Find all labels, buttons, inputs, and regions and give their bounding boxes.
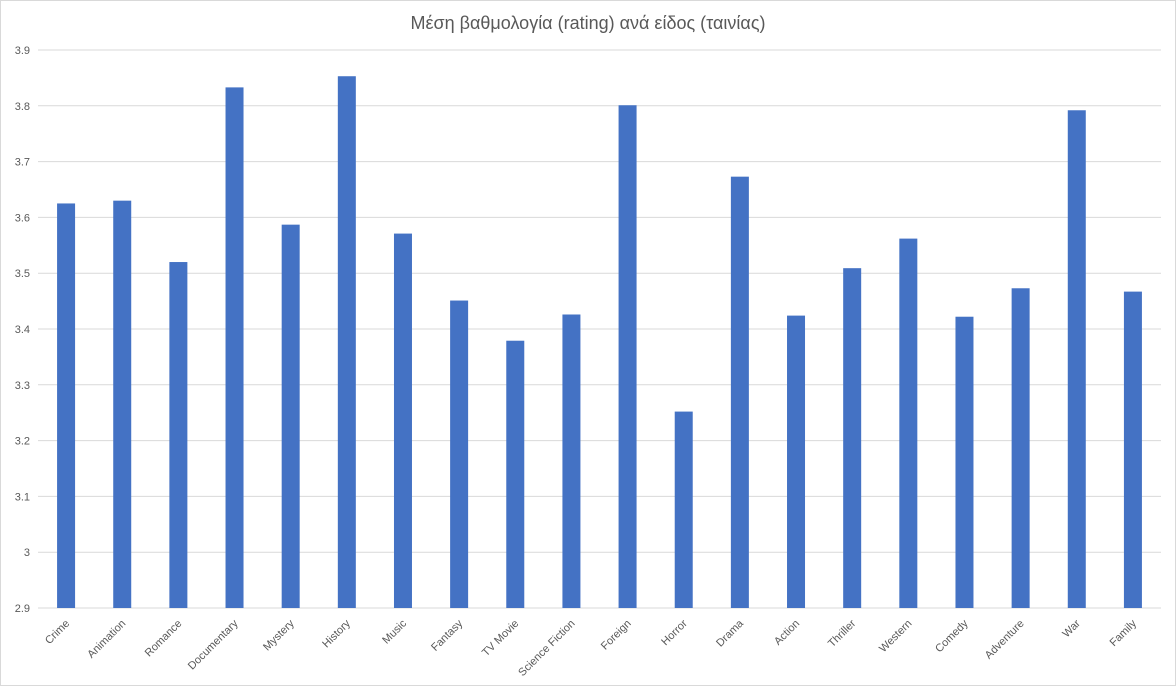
bar-action (787, 315, 806, 608)
bar-animation (113, 200, 132, 608)
x-tick-label: Action (772, 618, 802, 648)
x-tick-label: History (320, 617, 353, 650)
x-tick-label: Foreign (599, 618, 634, 653)
bar-history (337, 76, 356, 608)
bar-documentary (225, 87, 244, 609)
y-tick-label: 3.8 (15, 101, 30, 113)
bar-family (1123, 291, 1142, 608)
bar-tv-movie (506, 340, 525, 608)
x-tick-label: Drama (714, 617, 746, 649)
bar-science-fiction (562, 314, 581, 608)
bar-romance (169, 262, 188, 608)
x-tick-label: Western (877, 618, 914, 655)
bar-comedy (955, 316, 974, 608)
x-tick-label: War (1060, 617, 1083, 640)
y-tick-label: 3.4 (15, 324, 30, 336)
bar-mystery (281, 224, 300, 609)
x-tick-label: Animation (85, 618, 128, 661)
y-tick-label: 3.7 (15, 157, 30, 169)
bar-fantasy (450, 300, 469, 608)
bar-war (1067, 110, 1086, 608)
x-tick-label: Music (380, 617, 409, 646)
bar-thriller (843, 268, 862, 608)
x-tick-label: Thriller (826, 617, 858, 649)
bar-western (899, 238, 918, 608)
x-tick-label: Romance (143, 618, 185, 660)
y-tick-label: 3.6 (15, 212, 30, 224)
x-tick-label: Comedy (933, 617, 971, 655)
y-tick-label: 3.1 (15, 491, 30, 503)
y-tick-label: 3.9 (15, 45, 30, 57)
bar-drama (730, 176, 749, 608)
x-tick-label: Mystery (261, 617, 297, 653)
x-tick-label: Science Fiction (516, 618, 577, 679)
y-tick-label: 3 (24, 547, 30, 559)
bar-crime (57, 203, 76, 608)
x-tick-label: Fantasy (429, 617, 466, 654)
x-tick-label: Crime (43, 618, 72, 647)
x-tick-label: Adventure (983, 618, 1027, 662)
bar-foreign (618, 105, 637, 608)
y-tick-label: 2.9 (15, 603, 30, 615)
y-tick-label: 3.5 (15, 268, 30, 280)
x-tick-label: Horror (659, 617, 690, 648)
x-tick-label: Documentary (186, 617, 241, 672)
bar-music (393, 233, 412, 608)
bar-horror (674, 411, 693, 608)
chart-title: Μέση βαθμολογία (rating) ανά είδος (ταιν… (410, 13, 766, 33)
y-tick-label: 3.3 (15, 380, 30, 392)
y-tick-label: 3.2 (15, 436, 30, 448)
x-tick-label: TV Movie (480, 618, 521, 659)
x-tick-label: Family (1108, 617, 1140, 649)
bar-adventure (1011, 288, 1030, 608)
